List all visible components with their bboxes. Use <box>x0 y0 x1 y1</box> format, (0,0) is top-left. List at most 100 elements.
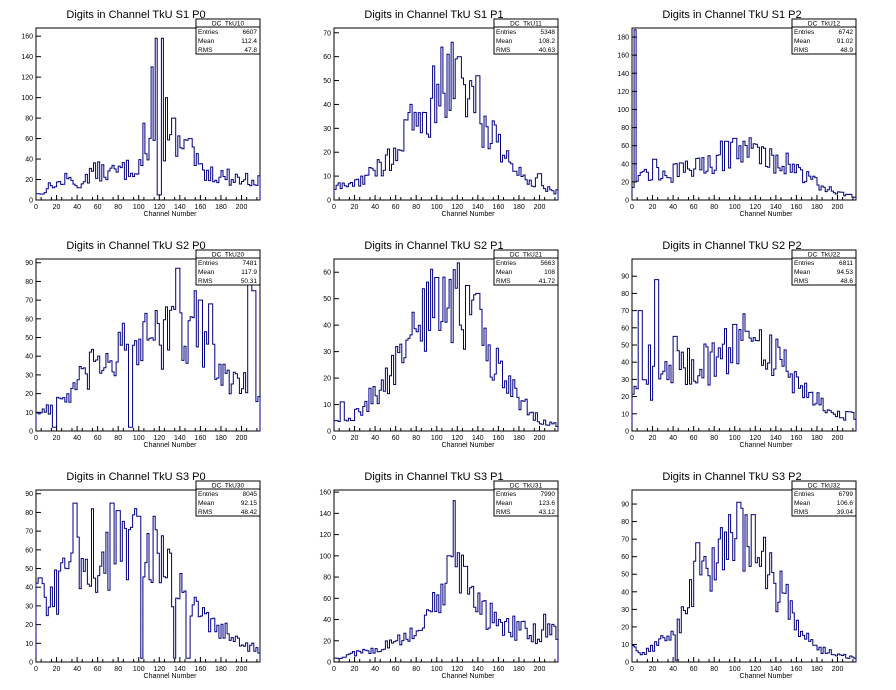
histogram-panel: 0 20 40 60 80 100 120 140 160 180 200 0 10 20 30 40 50 60… <box>621 240 857 449</box>
y-tick-label: 40 <box>621 360 629 367</box>
y-tick-label: 10 <box>323 402 331 409</box>
stats-key: Entries <box>496 260 517 267</box>
stats-value: 6742 <box>839 29 854 36</box>
x-tick-label: 60 <box>392 435 400 442</box>
x-tick-label: 100 <box>729 435 741 442</box>
y-tick-label: 140 <box>617 71 629 78</box>
histogram-panel: 0 20 40 60 80 100 120 140 160 180 200 0 10 20 30 40 50 60… <box>25 240 261 449</box>
x-tick-label: 60 <box>392 666 400 673</box>
stats-box <box>791 480 857 517</box>
stats-value: 48.9 <box>840 47 853 54</box>
y-tick-label: 10 <box>25 641 33 648</box>
stats-value: 112.4 <box>241 38 257 45</box>
x-tick-label: 100 <box>133 204 145 211</box>
x-tick-label: 20 <box>53 666 61 673</box>
x-tick-label: 80 <box>114 666 122 673</box>
x-tick-label: 20 <box>649 435 657 442</box>
y-tick-label: 0 <box>625 429 629 436</box>
y-tick-label: 60 <box>323 270 331 277</box>
y-tick-label: 0 <box>327 660 331 667</box>
x-tick-label: 160 <box>195 666 207 673</box>
y-tick-label: 20 <box>25 391 33 398</box>
stats-key: Entries <box>794 260 815 267</box>
x-tick-label: 200 <box>832 204 844 211</box>
x-tick-label: 100 <box>729 204 741 211</box>
y-tick-label: 70 <box>621 308 629 315</box>
stats-key: Mean <box>794 500 811 507</box>
stats-box <box>493 249 559 286</box>
x-tick-label: 160 <box>493 204 505 211</box>
stats-value: 47.8 <box>244 47 257 54</box>
y-tick-label: 80 <box>25 279 33 286</box>
x-axis-label: Channel Number <box>442 442 496 449</box>
y-tick-label: 90 <box>621 274 629 281</box>
y-tick-label: 40 <box>25 354 33 361</box>
x-tick-label: 160 <box>791 666 803 673</box>
y-tick-label: 30 <box>323 349 331 356</box>
stats-key: Mean <box>496 269 513 276</box>
x-tick-label: 0 <box>332 435 336 442</box>
y-tick-label: 160 <box>319 490 331 497</box>
x-tick-label: 180 <box>513 666 525 673</box>
x-tick-label: 140 <box>472 204 484 211</box>
y-tick-label: 80 <box>323 575 331 582</box>
y-tick-label: 40 <box>621 589 629 596</box>
x-tick-label: 140 <box>174 666 186 673</box>
histogram-panel: 0 20 40 60 80 100 120 140 160 180 200 0 20 40 60 80 100 1… <box>21 9 261 218</box>
y-tick-label: 80 <box>621 291 629 298</box>
stats-value: 6607 <box>243 29 258 36</box>
stats-key: Mean <box>794 38 811 45</box>
y-tick-label: 20 <box>621 179 629 186</box>
stats-name: DC_TkU20 <box>212 252 245 259</box>
y-tick-label: 40 <box>323 102 331 109</box>
x-tick-label: 160 <box>493 435 505 442</box>
stats-box <box>195 480 261 517</box>
stats-key: Entries <box>198 260 219 267</box>
y-tick-label: 120 <box>617 89 629 96</box>
x-tick-label: 0 <box>34 666 38 673</box>
histogram-line <box>35 502 261 662</box>
x-tick-label: 40 <box>73 204 81 211</box>
x-tick-label: 140 <box>174 204 186 211</box>
stats-key: Entries <box>496 29 517 36</box>
y-tick-label: 50 <box>621 343 629 350</box>
histogram-line <box>35 37 261 200</box>
plot-title: Digits in Channel TkU S2 P0 <box>66 240 205 252</box>
plot-frame <box>35 258 261 432</box>
stats-key: Mean <box>794 269 811 276</box>
x-tick-label: 200 <box>832 666 844 673</box>
stats-box <box>791 18 857 55</box>
x-tick-label: 20 <box>649 666 657 673</box>
x-tick-label: 40 <box>73 666 81 673</box>
y-tick-label: 70 <box>25 298 33 305</box>
histogram-line <box>333 262 559 431</box>
x-axis-label: Channel Number <box>740 673 794 680</box>
stats-key: RMS <box>496 509 511 516</box>
y-tick-label: 140 <box>21 54 33 61</box>
plot-title: Digits in Channel TkU S1 P0 <box>66 9 205 21</box>
y-tick-label: 100 <box>319 553 331 560</box>
y-tick-label: 60 <box>323 596 331 603</box>
plot-frame <box>631 489 857 663</box>
y-tick-label: 30 <box>621 377 629 384</box>
x-tick-label: 180 <box>215 204 227 211</box>
x-tick-label: 40 <box>669 204 677 211</box>
y-tick-label: 90 <box>25 491 33 498</box>
y-tick-label: 40 <box>323 617 331 624</box>
stats-name: DC_TkU12 <box>808 21 841 28</box>
y-tick-label: 0 <box>29 198 33 205</box>
x-axis-label: Channel Number <box>144 442 198 449</box>
histogram-panel: 0 20 40 60 80 100 120 140 160 180 200 0 10 20 30 40 50 60… <box>621 471 857 680</box>
stats-value: 106.6 <box>837 500 854 507</box>
x-tick-label: 40 <box>371 435 379 442</box>
x-tick-label: 200 <box>534 666 546 673</box>
stats-key: Mean <box>198 500 215 507</box>
stats-value: 50.31 <box>241 278 258 285</box>
stats-key: RMS <box>198 278 213 285</box>
plot-title: Digits in Channel TkU S3 P2 <box>662 471 801 483</box>
x-tick-label: 0 <box>630 435 634 442</box>
stats-value: 123.6 <box>539 500 556 507</box>
x-tick-label: 20 <box>351 204 359 211</box>
y-tick-label: 70 <box>25 529 33 536</box>
plot-frame <box>35 489 261 663</box>
